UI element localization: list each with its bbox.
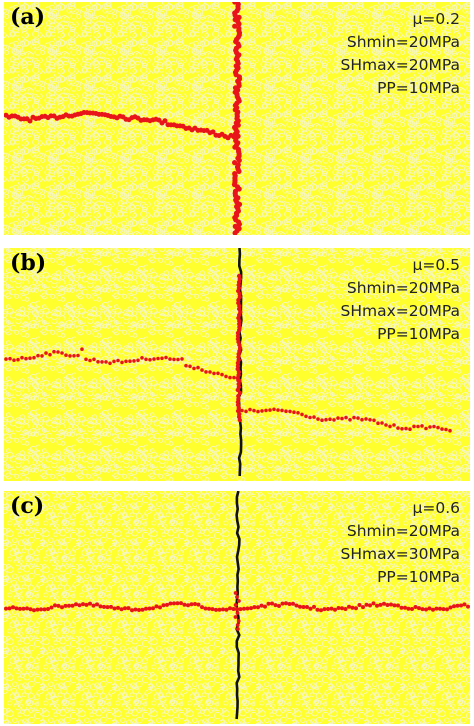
pore-pressure-label: PP=10MPa [377,568,460,586]
hydraulic-fracture-left [4,110,237,141]
granular-field [4,2,470,235]
granular-field [4,491,470,724]
friction-coefficient-label: μ=0.5 [412,256,461,274]
activated-natural-fracture-segment [233,591,241,631]
panel-c: (c) μ=0.6 Shmin=20MPa SHmax=30MPa PP=10M… [4,491,470,724]
panel-b: (b) μ=0.5 Shmin=20MPa SHmax=20MPa PP=10M… [4,248,470,481]
hydraulic-fracture-right [240,407,452,433]
pore-pressure-label: PP=10MPa [377,79,460,97]
shmax-label: SHmax=20MPa [340,56,461,74]
panel-a: (a) μ=0.2 Shmin=20MPa SHmax=20MPa PP=10M… [4,2,470,235]
shmin-label: Shmin=20MPa [346,522,460,540]
hydraulic-fracture-left [4,347,240,383]
panel-label: (b) [10,250,47,276]
panel-label: (c) [10,493,45,519]
shmax-label: SHmax=30MPa [340,545,461,563]
shmin-label: Shmin=20MPa [346,279,460,297]
pore-pressure-label: PP=10MPa [377,325,460,343]
hydraulic-fracture [4,601,470,613]
parameter-list: μ=0.2 Shmin=20MPa SHmax=20MPa PP=10MPa [341,8,461,100]
activated-natural-fracture-segment [235,273,243,423]
parameter-list: μ=0.5 Shmin=20MPa SHmax=20MPa PP=10MPa [341,254,461,346]
shmax-label: SHmax=20MPa [340,302,461,320]
activated-natural-fracture [231,2,243,235]
granular-field [4,248,470,481]
parameter-list: μ=0.6 Shmin=20MPa SHmax=30MPa PP=10MPa [341,497,461,589]
friction-coefficient-label: μ=0.2 [412,10,461,28]
panel-label: (a) [10,4,46,30]
shmin-label: Shmin=20MPa [346,33,460,51]
friction-coefficient-label: μ=0.6 [412,499,461,517]
